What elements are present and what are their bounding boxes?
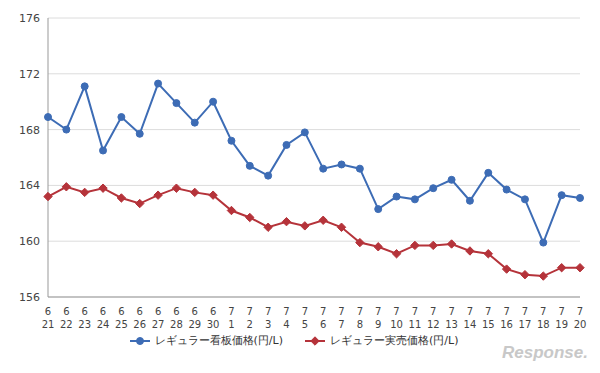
svg-text:176: 176 — [19, 12, 40, 25]
svg-text:156: 156 — [19, 291, 40, 304]
svg-text:79: 79 — [375, 306, 381, 330]
svg-text:623: 623 — [78, 306, 91, 330]
svg-text:168: 168 — [19, 124, 40, 137]
svg-text:77: 77 — [338, 306, 344, 330]
svg-text:172: 172 — [19, 68, 40, 81]
svg-text:164: 164 — [19, 179, 40, 192]
svg-text:71: 71 — [228, 306, 234, 330]
svg-text:621: 621 — [42, 306, 55, 330]
svg-text:75: 75 — [302, 306, 308, 330]
svg-text:78: 78 — [357, 306, 363, 330]
svg-text:719: 719 — [555, 306, 568, 330]
html-text:Response.: Response. — [502, 343, 588, 362]
svg-text:710: 710 — [390, 306, 403, 330]
html-text:レギュラー実売価格(円/L): レギュラー実売価格(円/L) — [330, 334, 459, 347]
svg-text:627: 627 — [152, 306, 165, 330]
svg-text:628: 628 — [170, 306, 183, 330]
svg-text:712: 712 — [427, 306, 440, 330]
svg-text:713: 713 — [445, 306, 458, 330]
svg-text:720: 720 — [574, 306, 587, 330]
svg-text:630: 630 — [207, 306, 220, 330]
svg-text:76: 76 — [320, 306, 326, 330]
svg-text:718: 718 — [537, 306, 550, 330]
svg-text:625: 625 — [115, 306, 128, 330]
svg-text:626: 626 — [133, 306, 146, 330]
svg-text:717: 717 — [519, 306, 532, 330]
html-text:レギュラー看板価格(円/L): レギュラー看板価格(円/L) — [154, 334, 283, 347]
svg-text:629: 629 — [188, 306, 201, 330]
svg-text:160: 160 — [19, 235, 40, 248]
svg-text:715: 715 — [482, 306, 495, 330]
svg-text:711: 711 — [409, 306, 422, 330]
svg-text:716: 716 — [500, 306, 513, 330]
svg-text:74: 74 — [283, 306, 289, 330]
svg-text:73: 73 — [265, 306, 271, 330]
svg-text:624: 624 — [97, 306, 110, 330]
svg-text:622: 622 — [60, 306, 73, 330]
svg-text:72: 72 — [247, 306, 253, 330]
svg-text:714: 714 — [464, 306, 477, 330]
